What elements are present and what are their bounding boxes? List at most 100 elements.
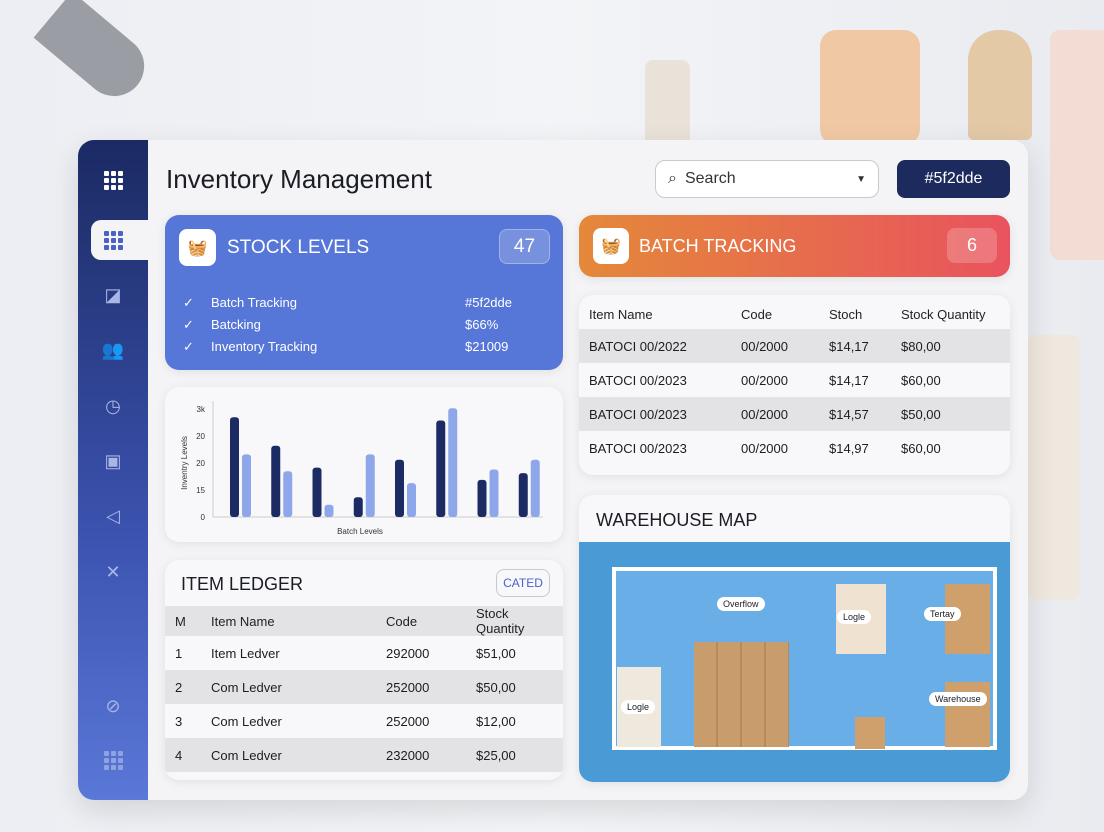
table-cell: 252000 bbox=[386, 713, 430, 729]
bar bbox=[530, 459, 540, 517]
bar bbox=[407, 483, 416, 517]
table-row[interactable]: 3 Com Ledver 252000 $12,00 bbox=[165, 704, 563, 738]
ledger-badge-button[interactable]: CATED bbox=[496, 569, 550, 597]
table-row[interactable]: BATOCI 00/2023 00/2000 $14,57 $50,00 bbox=[579, 397, 1010, 431]
bar bbox=[230, 417, 239, 517]
bar bbox=[436, 420, 446, 517]
y-tick-label: 20 bbox=[196, 459, 205, 468]
page-title: Inventory Management bbox=[166, 164, 432, 194]
app-window: ◪ 👥 ◷ ▣ ◁ ✕ ⊘ Inventory Management ⌕ Sea… bbox=[78, 140, 1028, 800]
table-row[interactable]: BATOCI 00/2022 00/2000 $14,17 $80,00 bbox=[579, 329, 1010, 363]
tube-decoration bbox=[1028, 335, 1080, 600]
bar bbox=[489, 469, 499, 517]
floor-plan bbox=[612, 567, 997, 750]
table-cell: $80,00 bbox=[901, 338, 941, 354]
column-header: Code bbox=[741, 306, 773, 322]
table-cell: $14,17 bbox=[829, 338, 869, 354]
map-label[interactable]: Logle bbox=[837, 610, 872, 624]
item-ledger-card: ITEM LEDGER CATED M Item Name Code Stock Qu… bbox=[165, 560, 563, 780]
tube-decoration bbox=[1050, 30, 1104, 260]
table-cell: $50,00 bbox=[476, 679, 516, 695]
table-cell: 4 bbox=[175, 747, 183, 763]
basket-icon: 🧺 bbox=[593, 228, 629, 264]
warehouse-title: WAREHOUSE MAP bbox=[596, 510, 758, 530]
stock-levels-card: 🧺 STOCK LEVELS 47 ✓ Batch Tracking #5f2d… bbox=[165, 215, 563, 370]
table-cell: $60,00 bbox=[901, 440, 941, 456]
bar bbox=[271, 445, 281, 517]
table-row[interactable]: BATOCI 00/2023 00/2000 $14,97 $60,00 bbox=[579, 431, 1010, 465]
brush-decoration bbox=[33, 0, 157, 109]
search-input[interactable]: ⌕ Search ▼ bbox=[655, 160, 879, 198]
chevron-down-icon[interactable]: ▼ bbox=[856, 173, 866, 185]
table-row[interactable]: 4 Com Ledver 232000 $25,00 bbox=[165, 738, 563, 772]
batch-title: BATCH TRACKING bbox=[639, 236, 797, 256]
y-tick-label: 20 bbox=[196, 432, 205, 441]
table-header-row: Item Name Code Stoch Stock Quantity bbox=[579, 299, 1010, 329]
x-axis-label: Batch Levels bbox=[337, 527, 383, 536]
search-placeholder: Search bbox=[684, 170, 736, 187]
bar bbox=[312, 467, 322, 517]
bar bbox=[283, 471, 293, 517]
column-header: Stoch bbox=[829, 306, 863, 322]
column-header: Item Name bbox=[589, 306, 653, 322]
bar bbox=[477, 479, 487, 517]
y-tick-label: 0 bbox=[201, 513, 206, 522]
table-cell: $12,00 bbox=[476, 713, 516, 729]
table-cell: $50,00 bbox=[901, 406, 941, 422]
dashboard-grid-icon[interactable] bbox=[91, 220, 161, 260]
table-row[interactable]: 1 Item Ledver 292000 $51,00 bbox=[165, 636, 563, 670]
y-tick-label: 3k bbox=[197, 405, 206, 414]
bar-chart: 0 15 20 20 3k Batch Levels Inventry Levels bbox=[180, 401, 543, 536]
send-icon[interactable]: ◁ bbox=[106, 505, 120, 526]
table-cell: 00/2000 bbox=[741, 338, 788, 354]
table-cell: $14,57 bbox=[829, 406, 869, 422]
clock-icon[interactable]: ◷ bbox=[105, 395, 121, 416]
edit-icon[interactable]: ◪ bbox=[104, 284, 122, 305]
batch-count-badge: 6 bbox=[947, 228, 997, 263]
table-row[interactable]: BATOCI 00/2023 00/2000 $14,17 $60,00 bbox=[579, 363, 1010, 397]
map-label[interactable]: Logle bbox=[621, 700, 656, 714]
table-cell: 1 bbox=[175, 645, 183, 661]
warehouse-map[interactable]: Overflow Logle Tertay Logle Warehouse bbox=[579, 542, 1010, 782]
brush-decoration bbox=[968, 30, 1032, 140]
accent-button[interactable]: #5f2dde bbox=[897, 160, 1010, 198]
batch-table: Item Name Code Stoch Stock Quantity BATOCI 0… bbox=[579, 299, 1010, 465]
map-label[interactable]: Warehouse bbox=[929, 692, 987, 706]
foundation-decoration bbox=[820, 30, 920, 145]
camera-icon[interactable]: ▣ bbox=[104, 450, 122, 471]
users-icon[interactable]: 👥 bbox=[101, 339, 125, 360]
map-label[interactable]: Overflow bbox=[717, 597, 765, 611]
table-cell: 232000 bbox=[386, 747, 430, 763]
apps-grid-icon[interactable] bbox=[78, 160, 148, 200]
check-icon: ✓ bbox=[183, 317, 194, 332]
sidebar: ◪ 👥 ◷ ▣ ◁ ✕ ⊘ bbox=[78, 140, 161, 800]
table-cell: 00/2000 bbox=[741, 406, 788, 422]
table-cell: BATOCI 00/2022 bbox=[589, 338, 687, 354]
warehouse-map-card: WAREHOUSE MAP Overflow Logle Tertay Logle Wa… bbox=[579, 495, 1010, 782]
bar bbox=[353, 497, 363, 517]
table-header-row: M Item Name Code Stock Quantity bbox=[165, 606, 563, 636]
stock-item-label: Batcking bbox=[211, 317, 261, 332]
table-cell: Com Ledver bbox=[211, 747, 282, 763]
column-header: Item Name bbox=[211, 613, 275, 629]
inventory-chart-card: 0 15 20 20 3k Batch Levels Inventry Levels bbox=[165, 387, 563, 542]
stock-item-value: $66% bbox=[465, 317, 499, 332]
table-cell: $60,00 bbox=[901, 372, 941, 388]
column-header: Stock Quantity bbox=[901, 306, 986, 322]
stock-item-label: Inventory Tracking bbox=[211, 339, 318, 354]
table-cell: 3 bbox=[175, 713, 183, 729]
table-cell: $14,97 bbox=[829, 440, 869, 456]
tools-icon[interactable]: ✕ bbox=[105, 561, 121, 582]
grid-icon[interactable] bbox=[78, 740, 148, 780]
bar bbox=[324, 504, 334, 517]
table-cell: 2 bbox=[175, 679, 183, 695]
column-header: Code bbox=[386, 613, 418, 629]
table-cell: $14,17 bbox=[829, 372, 869, 388]
pallet-boxes bbox=[694, 642, 789, 747]
map-label[interactable]: Tertay bbox=[924, 607, 961, 621]
y-axis-label: Inventry Levels bbox=[180, 436, 189, 490]
table-cell: BATOCI 00/2023 bbox=[589, 372, 687, 388]
check-circle-icon[interactable]: ⊘ bbox=[105, 695, 121, 716]
stock-title: STOCK LEVELS bbox=[227, 237, 370, 258]
table-row[interactable]: 2 Com Ledver 252000 $50,00 bbox=[165, 670, 563, 704]
